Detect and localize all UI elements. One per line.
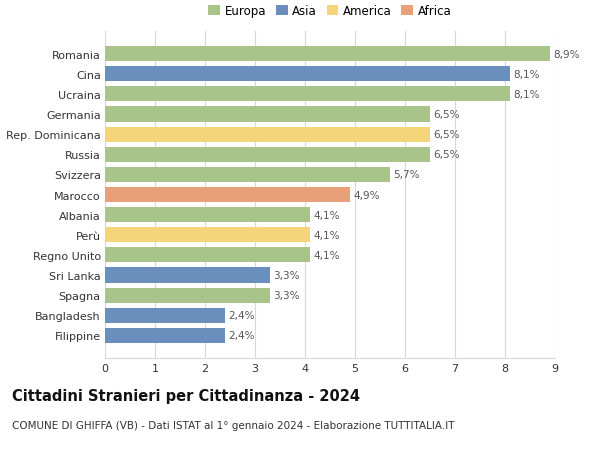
Text: 4,1%: 4,1%	[314, 230, 340, 240]
Bar	[105, 228, 310, 243]
Text: 8,1%: 8,1%	[514, 70, 540, 79]
Bar	[105, 47, 550, 62]
Bar	[105, 168, 390, 183]
Legend: Europa, Asia, America, Africa: Europa, Asia, America, Africa	[203, 0, 457, 23]
Text: 3,3%: 3,3%	[274, 270, 300, 280]
Bar	[105, 248, 310, 263]
Text: 8,9%: 8,9%	[554, 50, 580, 60]
Text: 3,3%: 3,3%	[274, 291, 300, 301]
Text: 2,4%: 2,4%	[229, 330, 255, 341]
Text: 5,7%: 5,7%	[394, 170, 420, 180]
Text: 6,5%: 6,5%	[433, 130, 460, 140]
Bar	[105, 87, 510, 102]
Bar	[105, 328, 225, 343]
Bar	[105, 207, 310, 223]
Bar	[105, 188, 350, 202]
Text: 8,1%: 8,1%	[514, 90, 540, 100]
Text: 4,1%: 4,1%	[314, 210, 340, 220]
Bar	[105, 67, 510, 82]
Bar	[105, 288, 270, 303]
Bar	[105, 147, 430, 162]
Bar	[105, 127, 430, 142]
Bar	[105, 268, 270, 283]
Text: COMUNE DI GHIFFA (VB) - Dati ISTAT al 1° gennaio 2024 - Elaborazione TUTTITALIA.: COMUNE DI GHIFFA (VB) - Dati ISTAT al 1°…	[12, 420, 455, 430]
Text: Cittadini Stranieri per Cittadinanza - 2024: Cittadini Stranieri per Cittadinanza - 2…	[12, 388, 360, 403]
Text: 6,5%: 6,5%	[433, 110, 460, 120]
Text: 6,5%: 6,5%	[433, 150, 460, 160]
Text: 4,1%: 4,1%	[314, 250, 340, 260]
Text: 4,9%: 4,9%	[353, 190, 380, 200]
Bar	[105, 308, 225, 323]
Bar	[105, 107, 430, 122]
Text: 2,4%: 2,4%	[229, 311, 255, 320]
